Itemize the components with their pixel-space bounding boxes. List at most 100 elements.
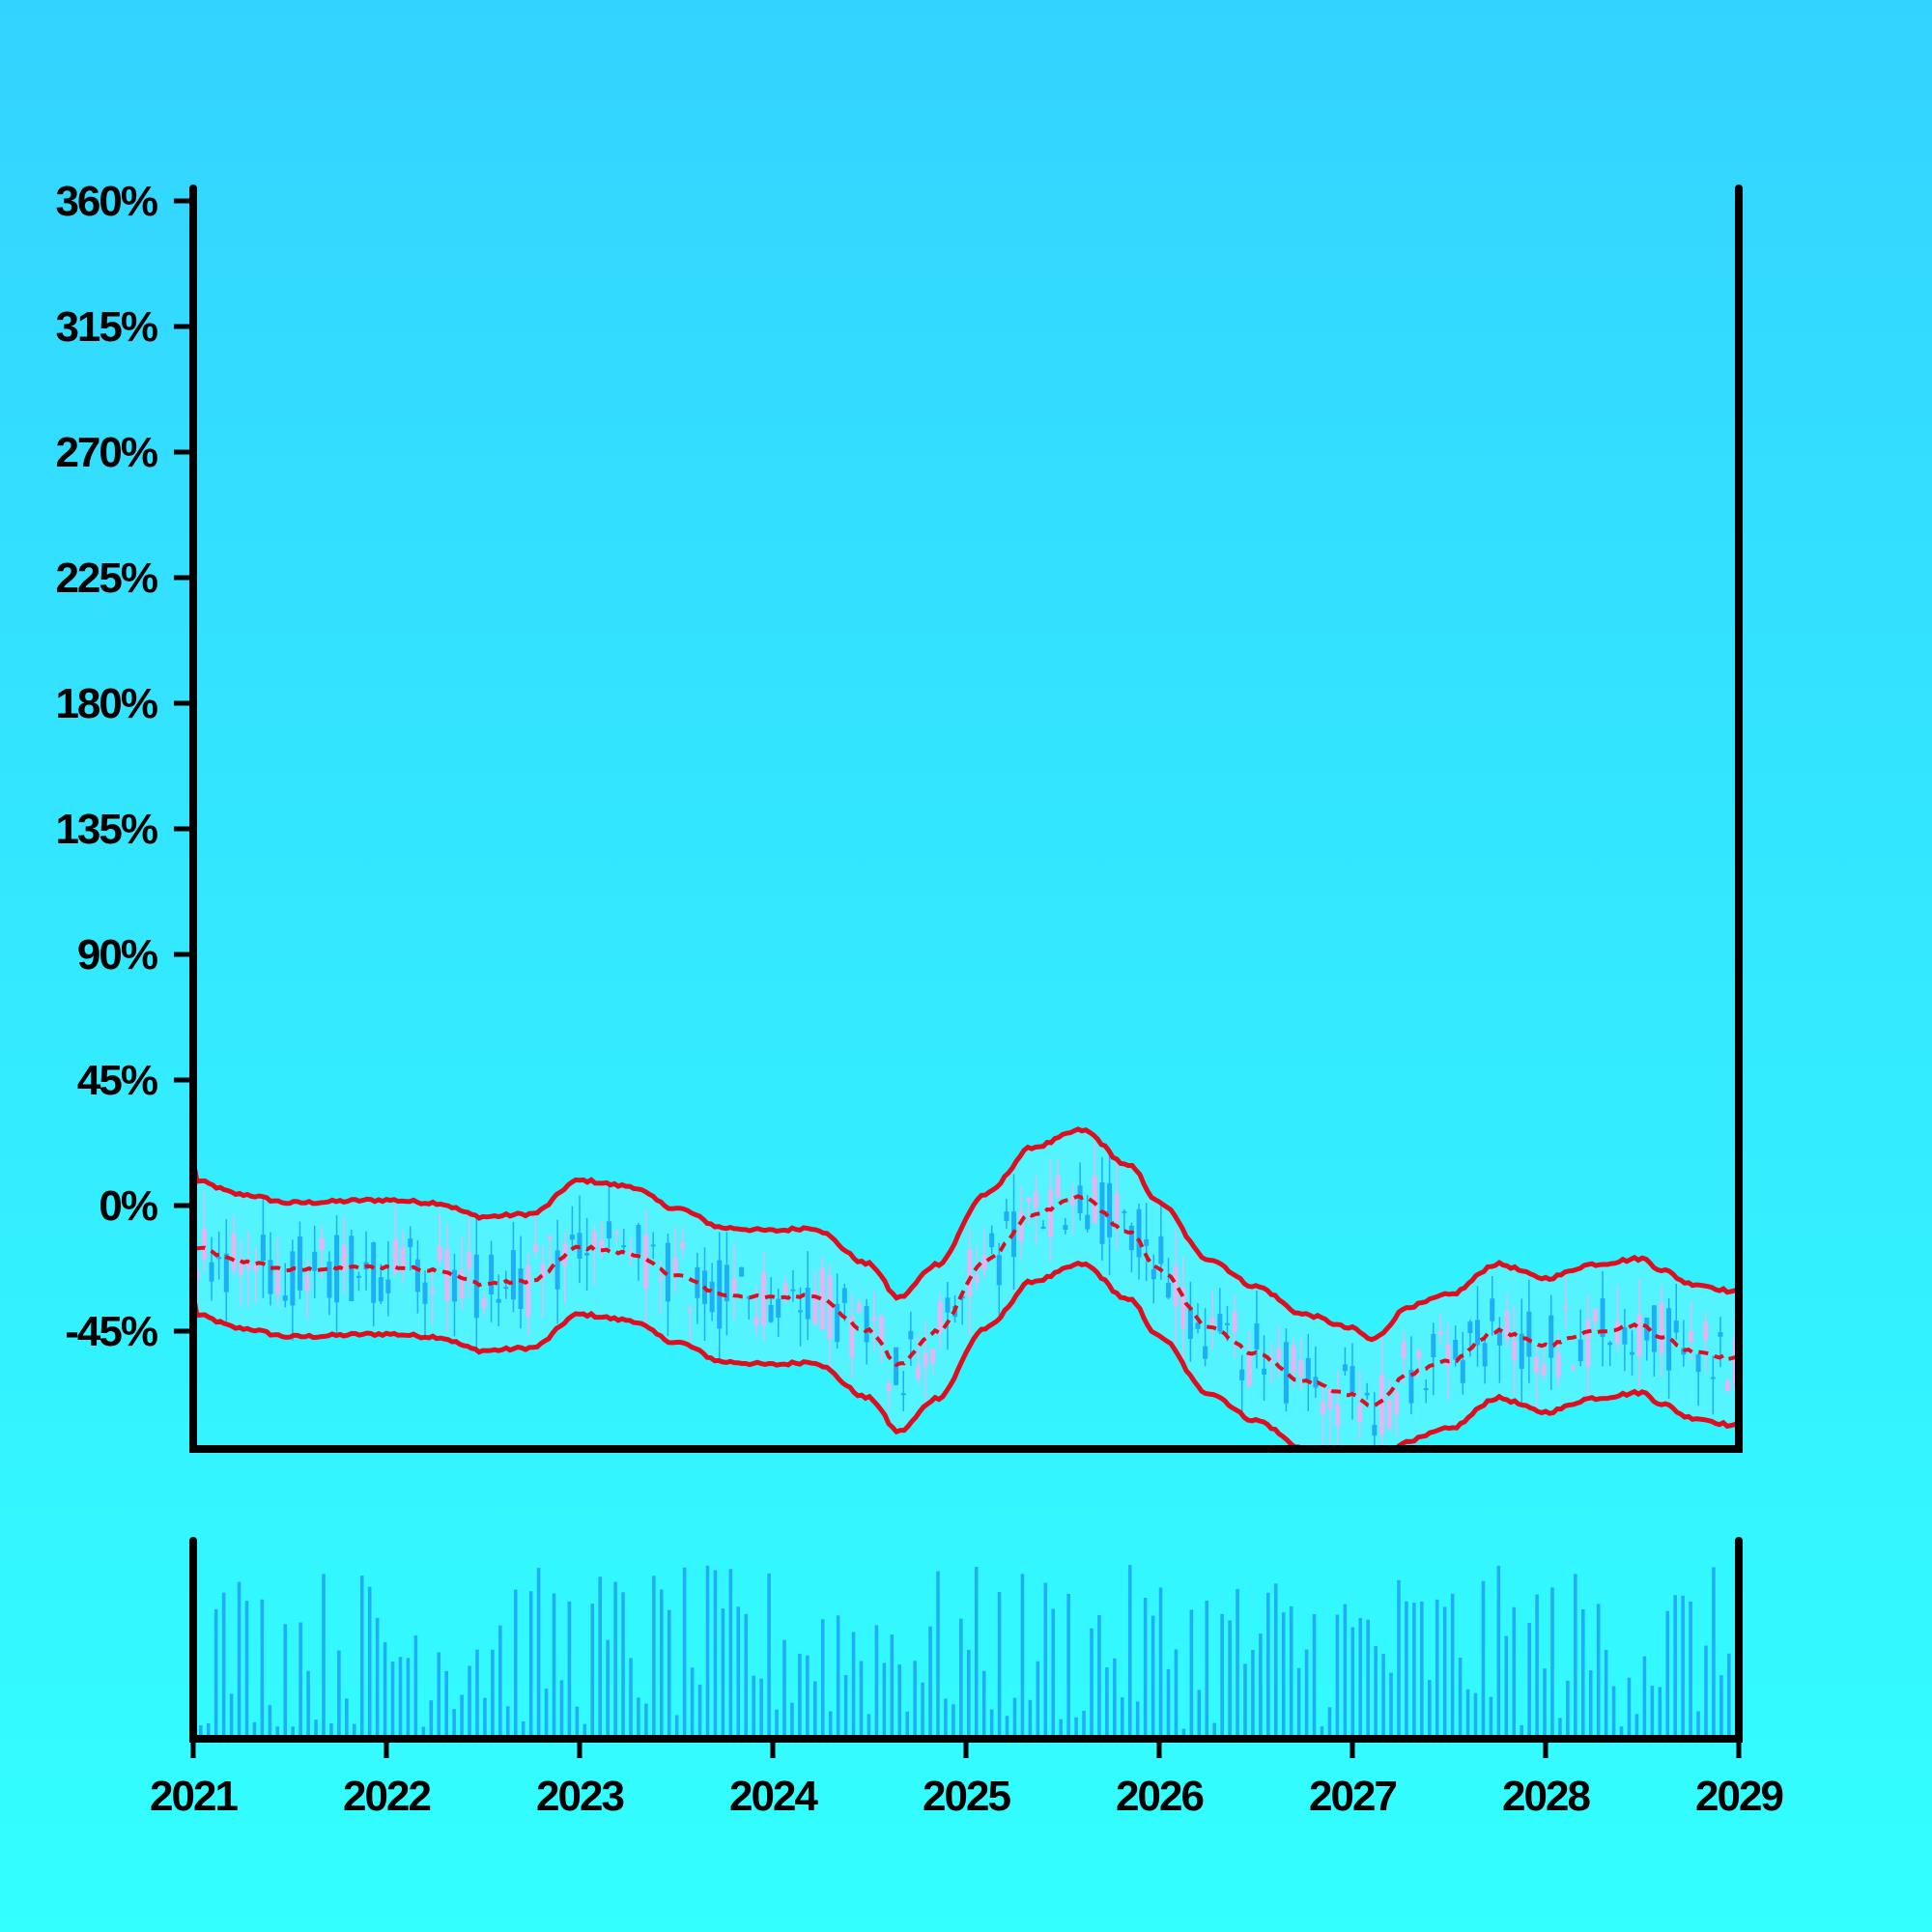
volume-bar xyxy=(1665,1610,1670,1739)
candle-body xyxy=(805,1288,810,1320)
candle-body xyxy=(1055,1175,1061,1198)
volume-bar xyxy=(1719,1675,1723,1739)
candle-body xyxy=(239,1258,244,1275)
candle-body xyxy=(253,1264,259,1271)
volume-bar xyxy=(959,1618,963,1739)
volume-bar xyxy=(1012,1697,1017,1739)
candle-body xyxy=(526,1264,531,1317)
y-tick-label: 180% xyxy=(55,680,156,727)
volume-bar xyxy=(1236,1589,1239,1739)
candle-body xyxy=(1187,1306,1193,1339)
candle-body xyxy=(467,1251,472,1269)
volume-bar xyxy=(613,1581,617,1739)
volume-bar xyxy=(1520,1724,1523,1739)
volume-bar xyxy=(268,1705,272,1739)
volume-bar xyxy=(283,1624,288,1739)
y-tick-label: 315% xyxy=(55,303,156,351)
volume-bar xyxy=(1405,1601,1408,1739)
volume-bar xyxy=(1220,1613,1224,1739)
volume-bar xyxy=(705,1565,710,1739)
candle-body xyxy=(1504,1311,1510,1340)
volume-bar xyxy=(213,1608,218,1739)
volume-bar xyxy=(1673,1595,1677,1739)
volume-bar xyxy=(997,1592,1002,1739)
volume-bar xyxy=(1251,1650,1255,1739)
volume-bar xyxy=(836,1615,840,1739)
candle-body xyxy=(1321,1401,1326,1415)
candle-body xyxy=(532,1244,538,1252)
candle-body xyxy=(1128,1225,1134,1251)
candle-body xyxy=(996,1255,1002,1286)
candle-body xyxy=(1526,1311,1532,1357)
x-tick-label: 2026 xyxy=(1116,1773,1203,1820)
candle-body xyxy=(216,1257,222,1260)
volume-bar xyxy=(874,1625,879,1739)
candle-body xyxy=(355,1275,361,1278)
volume-bar xyxy=(1158,1587,1163,1739)
volume-bar xyxy=(353,1723,356,1739)
candle-body xyxy=(1445,1344,1451,1367)
volume-bar xyxy=(905,1711,909,1739)
volume-bar xyxy=(329,1722,333,1739)
candle-body xyxy=(871,1317,877,1321)
y-tick-label: 360% xyxy=(55,178,156,225)
candle-body xyxy=(672,1258,678,1272)
volume-bar xyxy=(1135,1701,1140,1739)
candle-body xyxy=(385,1279,391,1293)
volume-bar xyxy=(798,1653,802,1739)
volume-bar xyxy=(713,1570,718,1739)
volume-bar xyxy=(1458,1657,1463,1739)
volume-bar xyxy=(1627,1677,1632,1739)
volume-bar xyxy=(1681,1595,1685,1739)
volume-bar xyxy=(790,1702,794,1739)
volume-bar xyxy=(759,1678,763,1739)
y-tick-label: 135% xyxy=(55,806,156,853)
volume-bar xyxy=(1374,1646,1378,1739)
x-tick-label: 2022 xyxy=(343,1773,430,1820)
volume-bar xyxy=(952,1704,955,1739)
candle-body xyxy=(1173,1265,1179,1307)
volume-bar xyxy=(629,1658,633,1739)
candle-body xyxy=(1239,1369,1245,1380)
candle-body xyxy=(724,1264,729,1302)
volume-bar xyxy=(1289,1605,1293,1739)
candle-body xyxy=(1372,1424,1378,1436)
candle-body xyxy=(1151,1268,1156,1280)
candle-body xyxy=(1630,1351,1635,1355)
candle-body xyxy=(1092,1176,1097,1224)
volume-bar xyxy=(1527,1622,1531,1739)
candle-body xyxy=(1718,1332,1723,1337)
candle-body xyxy=(260,1235,266,1262)
candle-body xyxy=(1048,1188,1054,1236)
candle-body xyxy=(658,1277,664,1281)
y-tick-label: 0% xyxy=(99,1182,156,1230)
candle-body xyxy=(1077,1185,1083,1214)
axes xyxy=(189,185,1743,1743)
volume-bar xyxy=(1604,1649,1608,1739)
band-middle-line xyxy=(193,1194,1739,1409)
candle-body xyxy=(481,1298,487,1308)
volume-bar xyxy=(736,1606,741,1739)
volume-bar xyxy=(275,1726,280,1739)
volume-bar xyxy=(1121,1697,1124,1739)
candle-body xyxy=(1276,1348,1282,1360)
candle-body xyxy=(451,1269,457,1302)
volume-bar xyxy=(237,1581,242,1739)
candle-body xyxy=(1431,1333,1436,1358)
candle-body xyxy=(945,1297,951,1313)
volume-bar xyxy=(820,1619,825,1739)
candle-body xyxy=(1512,1339,1518,1360)
candle-body xyxy=(739,1266,745,1277)
candle-body xyxy=(422,1282,428,1304)
candle-body xyxy=(1114,1193,1120,1221)
volume-bar xyxy=(367,1586,372,1739)
volume-bar xyxy=(322,1574,326,1739)
candle-body xyxy=(1710,1377,1716,1379)
candle-body xyxy=(1040,1226,1046,1229)
volume-bar xyxy=(444,1670,448,1739)
candle-body xyxy=(1437,1330,1443,1335)
volume-bar xyxy=(252,1721,257,1739)
candle-body xyxy=(857,1303,863,1312)
candle-body xyxy=(967,1249,973,1297)
volume-bar xyxy=(598,1577,602,1739)
